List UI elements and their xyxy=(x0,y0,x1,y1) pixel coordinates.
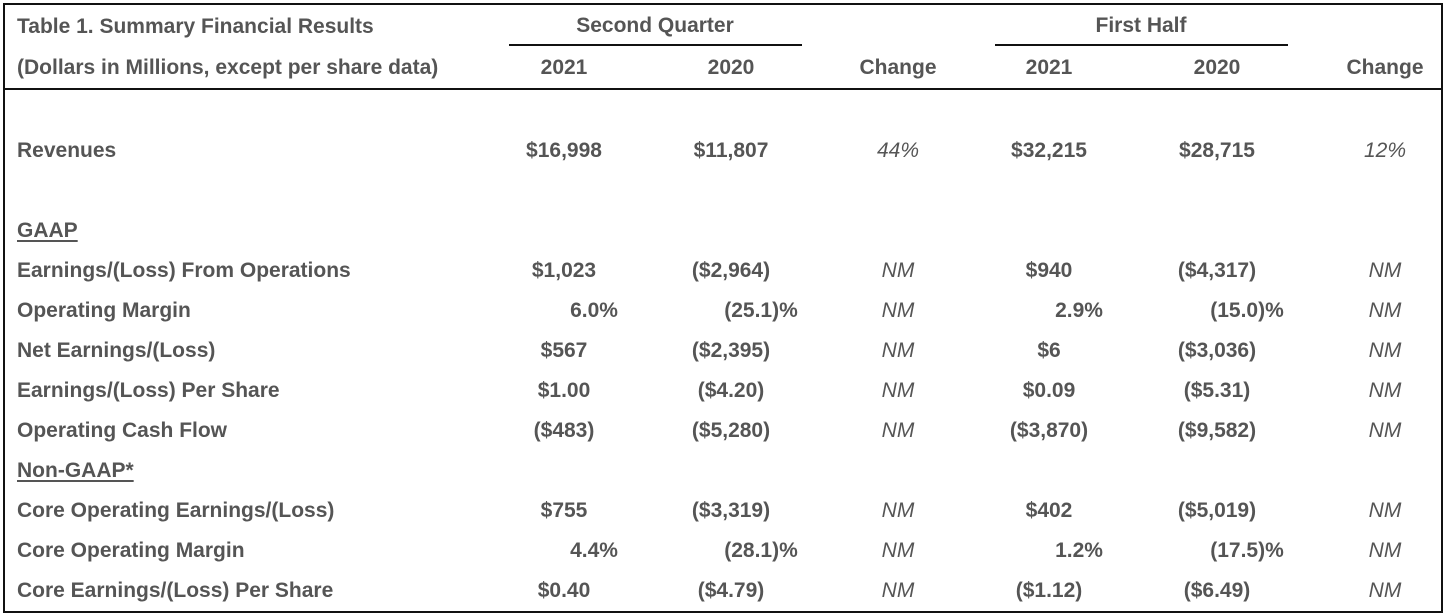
gaap-row-cell: ($483) xyxy=(533,419,595,442)
gaap-row-cell: ($4,317) xyxy=(1177,259,1257,282)
column-header: 2021 xyxy=(540,56,588,79)
non-gaap-row-cell: 1.2% xyxy=(1055,539,1103,562)
group-header-second-quarter: Second Quarter xyxy=(576,14,734,37)
non-gaap-row-cell: ($6.49) xyxy=(1183,579,1251,602)
non-gaap-row-label: Core Earnings/(Loss) Per Share xyxy=(17,579,334,602)
group-underline-first-half xyxy=(995,44,1288,46)
gaap-row-cell: (15.0)% xyxy=(1210,299,1284,322)
gaap-row-label: Net Earnings/(Loss) xyxy=(17,339,216,362)
gaap-row-cell: ($2,964) xyxy=(691,259,771,282)
gaap-row-cell: NM xyxy=(1368,379,1402,402)
non-gaap-row-cell: NM xyxy=(881,499,915,522)
non-gaap-row-cell: NM xyxy=(881,579,915,602)
revenues-row-cell: 44% xyxy=(876,139,920,162)
non-gaap-row-cell: 4.4% xyxy=(570,539,618,562)
non-gaap-row-cell: ($4.79) xyxy=(697,579,765,602)
revenues-row-cell: $28,715 xyxy=(1179,139,1255,162)
column-header: 2021 xyxy=(1025,56,1073,79)
gaap-row-cell: 6.0% xyxy=(570,299,618,322)
gaap-row-label: Operating Margin xyxy=(17,299,191,322)
non-gaap-row-cell: NM xyxy=(1368,539,1402,562)
non-gaap-row-cell: (17.5)% xyxy=(1210,539,1284,562)
table-frame xyxy=(3,3,1443,613)
gaap-row-cell: $0.09 xyxy=(1022,379,1076,402)
gaap-row-cell: NM xyxy=(1368,419,1402,442)
non-gaap-row-cell: $402 xyxy=(1025,499,1073,522)
non-gaap-row-cell: ($5,019) xyxy=(1177,499,1257,522)
non-gaap-row-label: Core Operating Margin xyxy=(17,539,245,562)
revenues-row-cell: $32,215 xyxy=(1011,139,1087,162)
gaap-row-cell: NM xyxy=(881,259,915,282)
gaap-row-cell: NM xyxy=(881,299,915,322)
header-divider xyxy=(3,88,1443,90)
gaap-row-cell: 2.9% xyxy=(1055,299,1103,322)
non-gaap-row-cell: NM xyxy=(881,539,915,562)
section-heading-non-gaap: Non-GAAP* xyxy=(17,459,134,482)
non-gaap-row-cell: ($3,319) xyxy=(691,499,771,522)
gaap-row-cell: $1.00 xyxy=(537,379,591,402)
non-gaap-row-cell: (28.1)% xyxy=(724,539,798,562)
revenues-row-cell: $11,807 xyxy=(693,139,769,162)
revenues-row-label: Revenues xyxy=(17,139,117,162)
gaap-row-cell: ($9,582) xyxy=(1177,419,1257,442)
gaap-row-cell: ($3,870) xyxy=(1009,419,1089,442)
gaap-row-cell: NM xyxy=(1368,299,1402,322)
gaap-row-cell: ($5,280) xyxy=(691,419,771,442)
non-gaap-row-cell: ($1.12) xyxy=(1015,579,1083,602)
section-heading-gaap: GAAP xyxy=(17,219,78,242)
gaap-row-cell: NM xyxy=(1368,339,1402,362)
column-header: Change xyxy=(859,56,937,79)
gaap-row-cell: (25.1)% xyxy=(724,299,798,322)
gaap-row-label: Earnings/(Loss) From Operations xyxy=(17,259,351,282)
non-gaap-row-cell: NM xyxy=(1368,579,1402,602)
gaap-row-cell: ($5.31) xyxy=(1183,379,1251,402)
non-gaap-row-cell: NM xyxy=(1368,499,1402,522)
column-header: 2020 xyxy=(707,56,755,79)
gaap-row-cell: ($4.20) xyxy=(697,379,765,402)
gaap-row-cell: ($2,395) xyxy=(691,339,771,362)
column-header: Change xyxy=(1346,56,1424,79)
column-header: 2020 xyxy=(1193,56,1241,79)
group-header-first-half: First Half xyxy=(1095,14,1187,37)
gaap-row-cell: NM xyxy=(881,379,915,402)
revenues-row-cell: 12% xyxy=(1363,139,1407,162)
gaap-row-cell: NM xyxy=(881,339,915,362)
table-subtitle: (Dollars in Millions, except per share d… xyxy=(17,56,439,79)
non-gaap-row-cell: $755 xyxy=(540,499,588,522)
gaap-row-cell: $6 xyxy=(1037,339,1061,362)
gaap-row-label: Operating Cash Flow xyxy=(17,419,228,442)
non-gaap-row-label: Core Operating Earnings/(Loss) xyxy=(17,499,335,522)
non-gaap-row-cell: $0.40 xyxy=(537,579,591,602)
table-title: Table 1. Summary Financial Results xyxy=(17,15,374,38)
group-underline-second-quarter xyxy=(509,44,802,46)
gaap-row-cell: ($3,036) xyxy=(1177,339,1257,362)
revenues-row-cell: $16,998 xyxy=(526,139,602,162)
gaap-row-cell: $567 xyxy=(540,339,588,362)
gaap-row-cell: $1,023 xyxy=(531,259,597,282)
gaap-row-label: Earnings/(Loss) Per Share xyxy=(17,379,280,402)
gaap-row-cell: $940 xyxy=(1025,259,1073,282)
gaap-row-cell: NM xyxy=(881,419,915,442)
gaap-row-cell: NM xyxy=(1368,259,1402,282)
